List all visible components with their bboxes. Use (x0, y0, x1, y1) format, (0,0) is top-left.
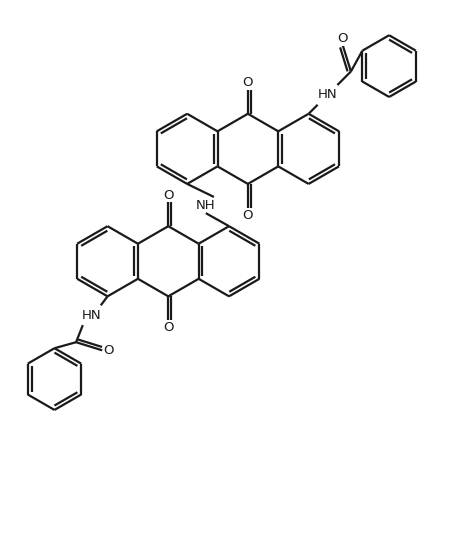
Text: HN: HN (318, 89, 338, 101)
Text: O: O (163, 321, 174, 334)
Text: O: O (103, 344, 114, 357)
Text: NH: NH (196, 198, 216, 212)
Text: O: O (338, 32, 348, 45)
Text: O: O (243, 208, 253, 222)
Text: HN: HN (82, 309, 102, 322)
Text: O: O (243, 76, 253, 89)
Text: O: O (163, 188, 174, 202)
